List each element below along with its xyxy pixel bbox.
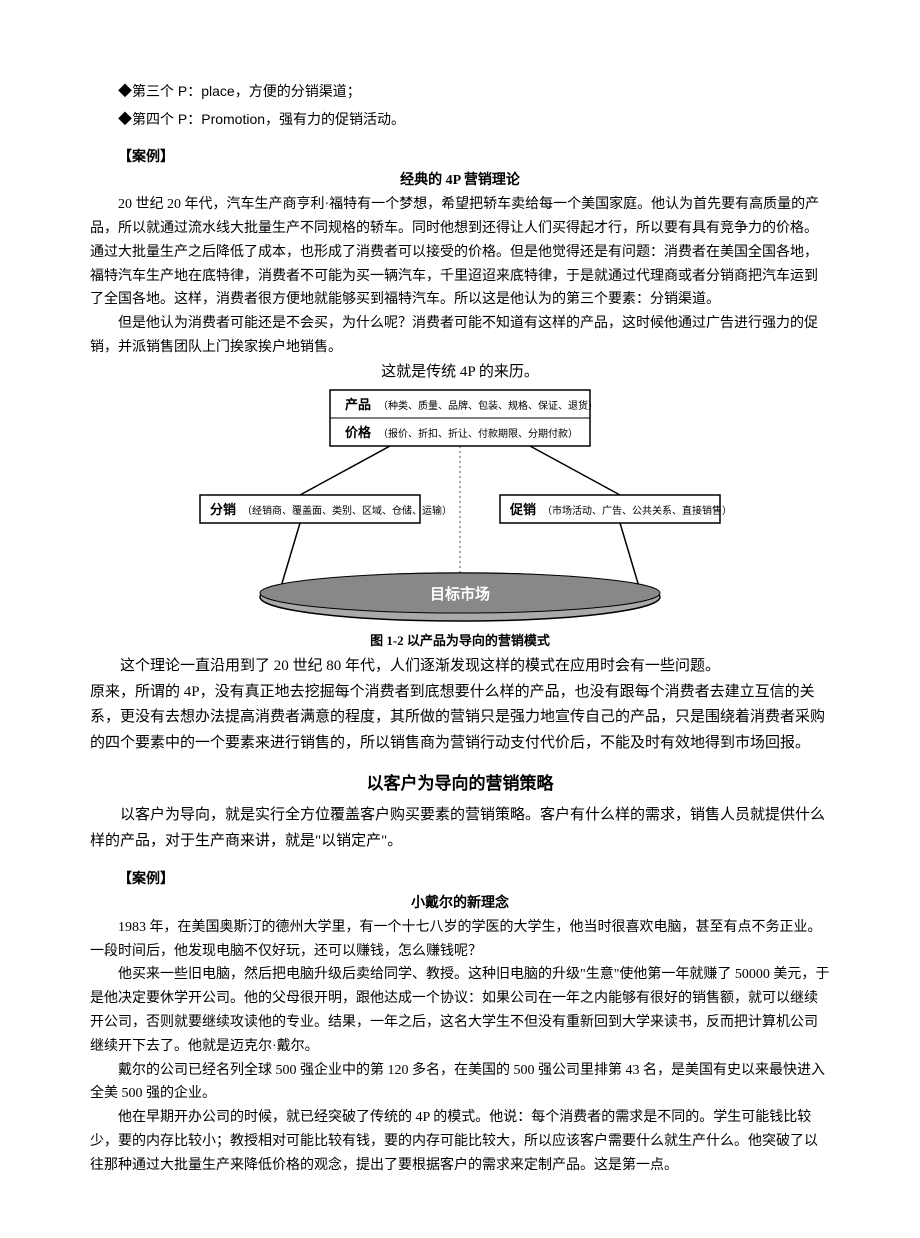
- case2-title: 小戴尔的新理念: [90, 892, 830, 916]
- diagram-target: 目标市场: [430, 585, 490, 603]
- diagram-price-bold: 价格: [345, 425, 372, 440]
- section2-p1: 以客户为导向，就是实行全方位覆盖客户购买要素的营销策略。客户有什么样的需求，销售…: [90, 803, 830, 854]
- case1-p2: 但是他认为消费者可能还是不会买，为什么呢？消费者可能不知道有这样的产品，这时候他…: [90, 312, 830, 360]
- diagram-dist-bold: 分销: [210, 502, 236, 517]
- after-p2: 原来，所谓的 4P，没有真正地去挖掘每个消费者到底想要什么样的产品，也没有跟每个…: [90, 680, 830, 757]
- section2-title: 以客户为导向的营销策略: [90, 770, 830, 799]
- case1-center: 这就是传统 4P 的来历。: [90, 360, 830, 386]
- bullet-4: ◆第四个 P：Promotion，强有力的促销活动。: [90, 108, 830, 132]
- case2-p1: 1983 年，在美国奥斯汀的德州大学里，有一个十七八岁的学医的大学生，他当时很喜…: [90, 916, 830, 964]
- diagram-promo-bold: 促销: [509, 502, 536, 517]
- diagram-product-bold: 产品: [345, 397, 371, 412]
- diagram-price-small: （报价、折扣、折让、付款期限、分期付款）: [378, 427, 578, 440]
- diagram-4p: 产品 （种类、质量、品牌、包装、规格、保证、退货） 价格 （报价、折扣、折让、付…: [180, 385, 740, 630]
- case2-p4: 他在早期开办公司的时候，就已经突破了传统的 4P 的模式。他说：每个消费者的需求…: [90, 1106, 830, 1177]
- case2-p3: 戴尔的公司已经名列全球 500 强企业中的第 120 多名，在美国的 500 强…: [90, 1059, 830, 1107]
- case1-p1: 20 世纪 20 年代，汽车生产商亨利·福特有一个梦想，希望把轿车卖给每一个美国…: [90, 193, 830, 312]
- diagram-product-small: （种类、质量、品牌、包装、规格、保证、退货）: [378, 399, 598, 412]
- case2-label: 【案例】: [90, 868, 830, 892]
- case1-label: 【案例】: [90, 146, 830, 170]
- after-p1: 这个理论一直沿用到了 20 世纪 80 年代，人们逐渐发现这样的模式在应用时会有…: [90, 654, 830, 680]
- bullet-3: ◆第三个 P：place，方便的分销渠道；: [90, 80, 830, 104]
- diagram-dist-small: （经销商、覆盖面、类别、区域、仓储、运输）: [242, 504, 452, 517]
- case1-title: 经典的 4P 营销理论: [90, 169, 830, 193]
- diagram-promo-small: （市场活动、广告、公共关系、直接销售）: [542, 504, 732, 517]
- case2-p2: 他买来一些旧电脑，然后把电脑升级后卖给同学、教授。这种旧电脑的升级"生意"使他第…: [90, 963, 830, 1058]
- diagram-caption: 图 1-2 以产品为导向的营销模式: [90, 630, 830, 652]
